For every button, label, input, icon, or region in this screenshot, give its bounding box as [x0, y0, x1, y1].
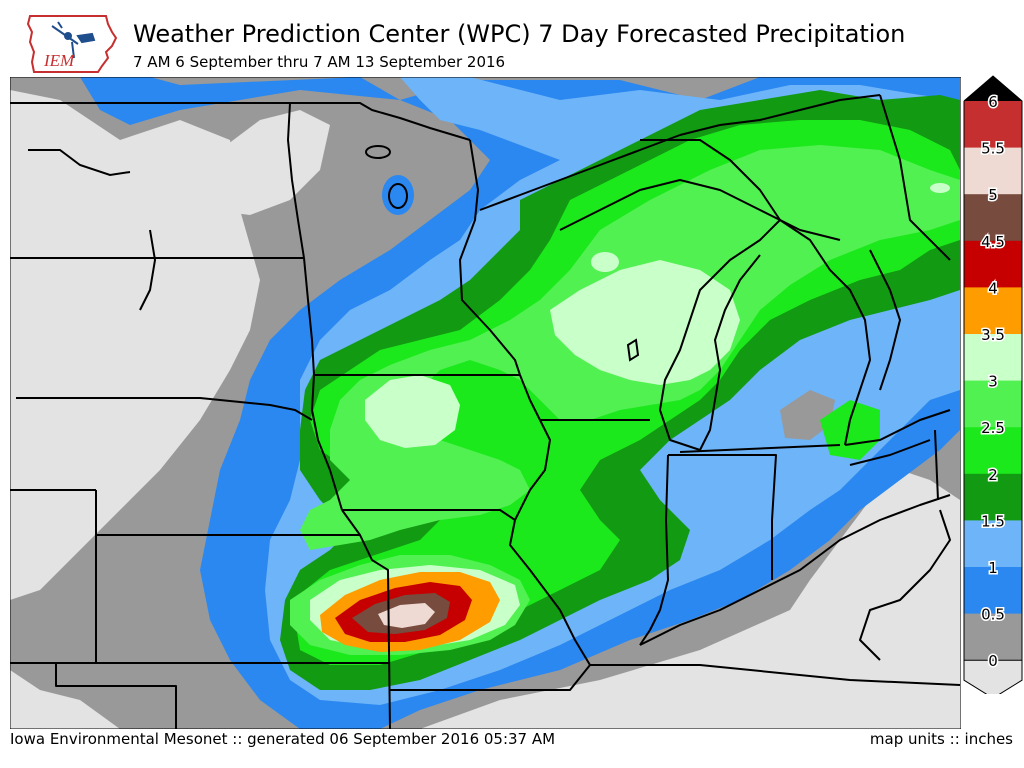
legend-segment [964, 520, 1022, 568]
legend-label: 3 [988, 373, 998, 391]
page-title: Weather Prediction Center (WPC) 7 Day Fo… [133, 20, 906, 48]
legend-label: 5.5 [981, 140, 1005, 158]
lake-michigan-shore [640, 139, 781, 451]
precip-zone-3.5-spot-mi [930, 183, 950, 193]
lake-erie-south [849, 439, 931, 466]
precip-zone-3.5-wisconsin [550, 260, 740, 385]
precip-zone-3.5-iowa [365, 375, 460, 448]
state-boundaries [10, 94, 961, 729]
logo-text: IEM [43, 51, 75, 70]
weather-vane-icon [51, 21, 96, 59]
small-lakes [28, 145, 640, 362]
mo-ar-border [390, 664, 591, 691]
legend-arrow-bottom [963, 659, 1023, 694]
legend-segment [964, 427, 1022, 475]
ia-il-border [514, 374, 551, 521]
wv-border [859, 509, 951, 661]
us-canada-border [10, 102, 471, 141]
legend-label: 4 [988, 279, 998, 297]
sd-ne-border [16, 397, 313, 421]
sd-mn-border [303, 257, 315, 376]
ohio-river [639, 494, 951, 646]
precipitation-map [10, 77, 961, 729]
missouri-river-nd [139, 229, 157, 311]
precip-zone-none-north [190, 110, 330, 215]
legend-segment [964, 287, 1022, 335]
lake-huron-shore [779, 219, 871, 446]
legend-segment [964, 613, 1022, 661]
lake-superior-shore [479, 94, 881, 211]
in-oh-border [668, 454, 777, 580]
precip-zone-1.0-spot [382, 175, 414, 215]
devils-lake [28, 149, 131, 177]
ks-mo-border [341, 509, 391, 729]
precip-zone-none-southwest [10, 670, 120, 729]
legend-label: 5 [988, 186, 998, 204]
pa-oh-border [934, 429, 939, 501]
nd-mn-border [287, 102, 305, 259]
precip-zone-3.5-spot [591, 252, 619, 272]
legend-segment [964, 334, 1022, 382]
legend-segment [964, 147, 1022, 195]
legend-label: 4.5 [981, 233, 1005, 251]
legend-segment [964, 194, 1022, 242]
lake-huron-east [869, 249, 901, 391]
mo-il-border [509, 519, 591, 666]
precip-zone-5.5 [378, 603, 435, 628]
footer-attribution: Iowa Environmental Mesonet :: generated … [10, 730, 556, 748]
il-in-border [639, 454, 669, 646]
legend-segment [964, 240, 1022, 288]
legend-arrow-top [964, 76, 1022, 101]
ok-panhandle-border [55, 663, 177, 729]
mi-south-border [679, 444, 841, 453]
lake-winnebago [626, 338, 640, 362]
ky-tn-border [590, 664, 961, 686]
legend-label: 3.5 [981, 326, 1005, 344]
ontario-border [879, 94, 951, 261]
legend-label: 6 [988, 93, 998, 111]
ia-ne-border [311, 374, 343, 511]
mn-wi-border [459, 139, 521, 376]
lake-erie-shore [844, 409, 951, 446]
precip-zone-none-spot [92, 341, 116, 353]
iem-logo: IEM [22, 14, 120, 76]
legend-label: 1 [988, 559, 998, 577]
forecast-period: 7 AM 6 September thru 7 AM 13 September … [133, 53, 506, 71]
map-units: map units :: inches [869, 730, 1013, 748]
ia-mo-border [342, 509, 516, 521]
legend-label: 1.5 [981, 512, 1005, 530]
legend-segment [964, 380, 1022, 428]
lake-of-the-woods [365, 145, 391, 159]
legend-segment [964, 567, 1022, 615]
legend-label: 0.5 [981, 606, 1005, 624]
precip-legend: 6 5.5 5 4.5 4 3.5 3 2.5 2 1.5 1 0.5 0 [963, 75, 1023, 694]
precip-zone-0.5-spot [780, 390, 835, 440]
precip-zone-none-west [10, 90, 260, 600]
precip-zone-none-southeast [740, 520, 960, 729]
legend-label: 2 [988, 466, 998, 484]
legend-label: 0 [988, 652, 998, 670]
legend-segment [964, 101, 1022, 149]
lake-spot [388, 183, 408, 209]
legend-label: 2.5 [981, 419, 1005, 437]
lake-superior-south-shore [559, 179, 841, 241]
legend-outline [963, 75, 1023, 661]
legend-segment [964, 473, 1022, 521]
